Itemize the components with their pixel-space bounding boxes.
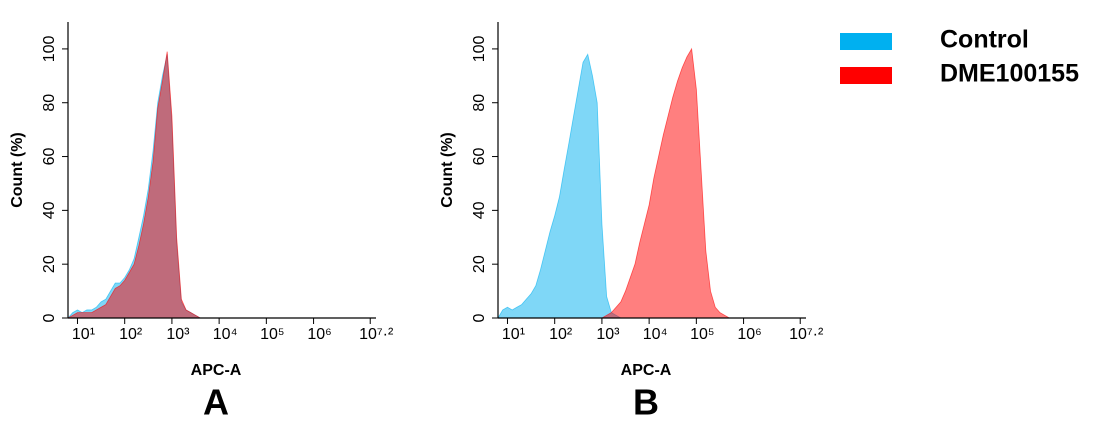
legend-label: DME100155: [940, 60, 1079, 88]
x-axis-label: APC-A: [621, 362, 672, 379]
y-tick-label: 100: [471, 35, 488, 62]
x-axis-label: APC-A: [191, 362, 242, 379]
x-tick-label: 10²: [549, 326, 573, 343]
x-tick-label: 10⁴: [643, 326, 668, 343]
panel-label: A: [203, 382, 229, 423]
y-tick-label: 40: [471, 201, 488, 219]
histogram-area: [66, 51, 314, 319]
y-tick-label: 100: [41, 35, 58, 62]
y-tick-label: 20: [41, 255, 58, 273]
x-tick-label: 10⁴: [213, 326, 238, 343]
legend-swatch: [840, 33, 892, 50]
x-tick-label: 10⁷·²: [359, 326, 394, 343]
x-tick-label: 10⁶: [737, 326, 761, 343]
panel-label: B: [633, 382, 659, 423]
y-tick-label: 0: [41, 313, 58, 322]
y-tick-label: 20: [471, 255, 488, 273]
legend-label: Control: [940, 26, 1029, 54]
y-tick-label: 80: [471, 94, 488, 112]
x-tick-label: 10⁷·²: [789, 326, 824, 343]
x-tick-label: 10¹: [502, 326, 525, 343]
x-tick-label: 10³: [596, 326, 620, 343]
x-tick-label: 10¹: [72, 326, 95, 343]
x-tick-label: 10³: [166, 326, 190, 343]
y-tick-label: 40: [41, 201, 58, 219]
y-axis-label: Count (%): [439, 132, 456, 208]
x-tick-label: 10²: [119, 326, 143, 343]
y-tick-label: 60: [41, 148, 58, 166]
x-tick-label: 10⁵: [690, 326, 714, 343]
y-tick-label: 80: [41, 94, 58, 112]
x-tick-label: 10⁵: [260, 326, 284, 343]
x-tick-label: 10⁶: [307, 326, 331, 343]
histogram-area: [498, 47, 744, 319]
legend-swatch: [840, 67, 892, 84]
y-tick-label: 0: [471, 313, 488, 322]
histogram-area: [67, 54, 314, 319]
y-axis-label: Count (%): [9, 132, 26, 208]
y-tick-label: 60: [471, 148, 488, 166]
